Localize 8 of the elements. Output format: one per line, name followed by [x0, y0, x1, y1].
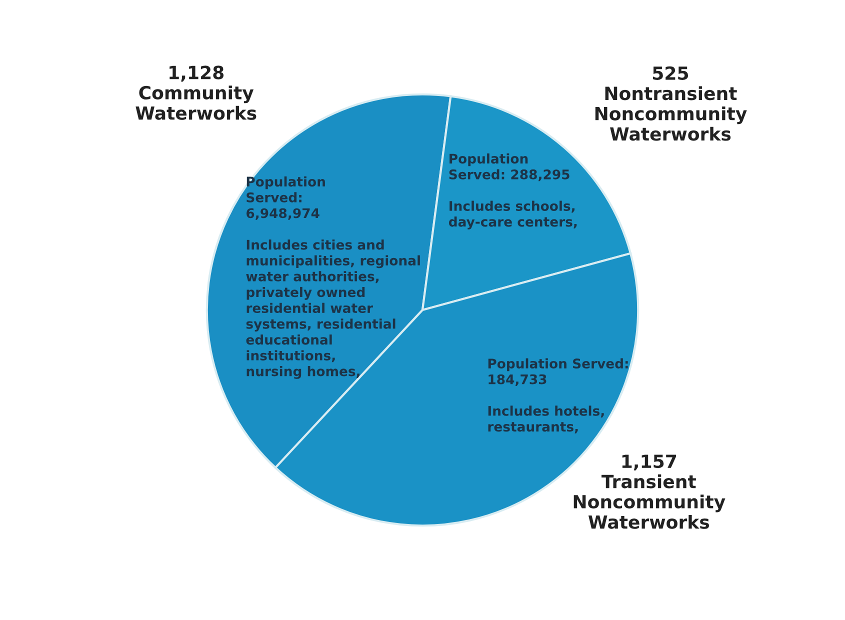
data-label: 1,128 — [170, 66, 224, 82]
text: Population Served: 184,733 Includes hotels, restaurants, — [488, 358, 628, 434]
text: Population Served: 288,295 Includes schools, day-care centers, — [448, 153, 577, 230]
slice-label: Community Waterworks — [136, 86, 256, 120]
slice-label: Nontransient Noncommunity Waterworks — [595, 86, 747, 141]
slice-label: Transient Noncommunity Waterworks — [574, 474, 726, 529]
data-label: 1,157 — [622, 454, 676, 470]
data-label: 525 — [653, 66, 688, 80]
